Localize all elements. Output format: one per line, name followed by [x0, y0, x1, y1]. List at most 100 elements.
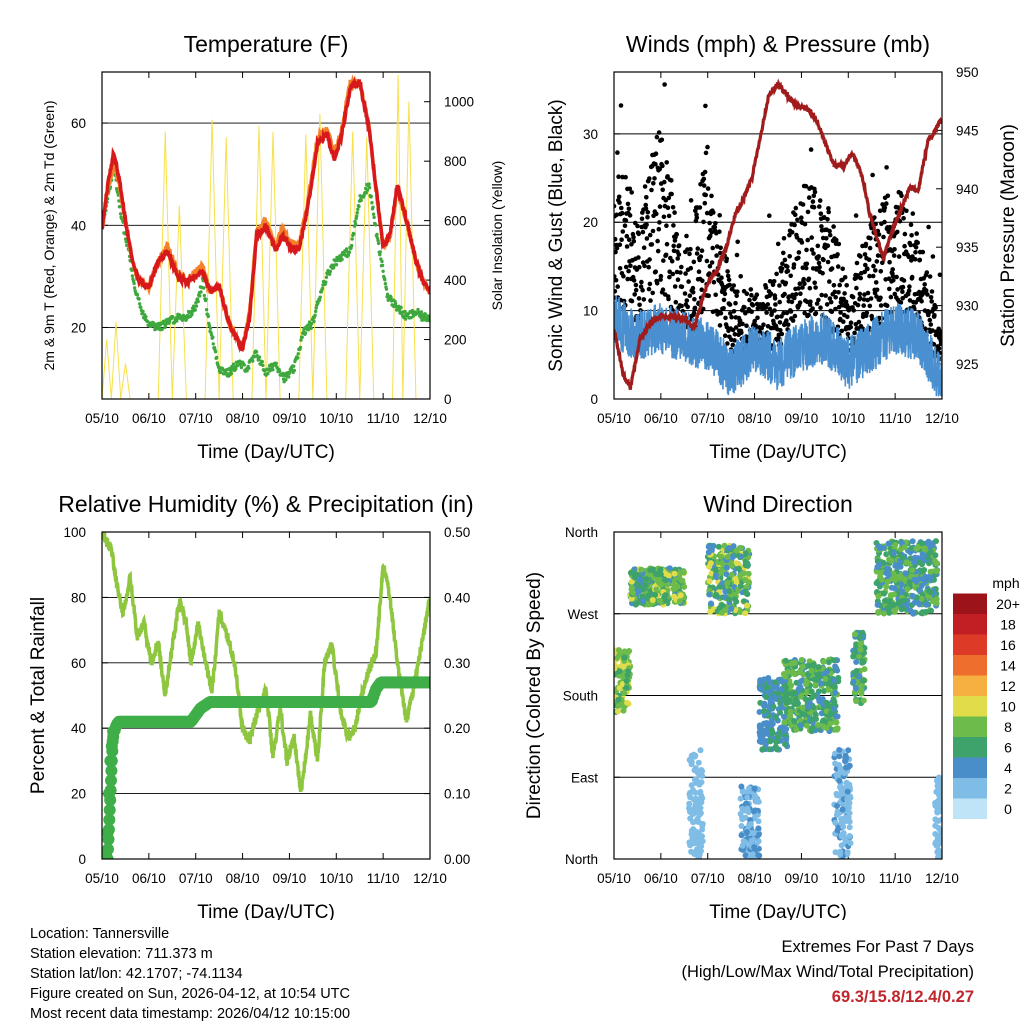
direction-point: [671, 570, 678, 577]
gust-point: [867, 273, 872, 279]
gust-point: [827, 279, 832, 284]
gust-point: [687, 293, 693, 299]
gust-point: [792, 222, 797, 228]
gust-point: [789, 299, 795, 305]
direction-point: [737, 795, 744, 802]
y2-tick-label: 800: [444, 154, 467, 169]
speed-colorbar: mph 0 2 4 6 8 10 12 14 16 18 20+: [953, 575, 1020, 819]
gust-point: [684, 298, 690, 303]
dewpoint-point: [132, 286, 137, 290]
dewpoint-point: [271, 368, 275, 372]
direction-point: [782, 657, 789, 664]
direction-point: [884, 605, 891, 611]
gust-point: [820, 270, 825, 276]
gust-point: [754, 292, 760, 298]
precip-point: [105, 754, 118, 767]
direction-point: [699, 795, 706, 802]
direction-point: [918, 582, 925, 589]
gust-point: [662, 82, 667, 87]
dewpoint-point: [160, 327, 164, 331]
direction-point: [638, 566, 645, 573]
dewpoint-point: [309, 326, 313, 330]
y2-tick-label: 0: [444, 392, 452, 407]
direction-point: [629, 569, 636, 576]
gust-point: [812, 189, 818, 195]
direction-point: [902, 570, 909, 577]
gust-point: [909, 233, 914, 238]
gust-point: [929, 299, 934, 304]
direction-point: [927, 573, 934, 580]
gust-point: [660, 287, 666, 293]
direction-point: [775, 734, 781, 741]
direction-point: [737, 810, 744, 817]
panel-1: Temperature (F) Time (Day/UTC) 05/10 06/10 0…: [41, 31, 505, 463]
direction-point: [738, 783, 745, 790]
dewpoint-point: [298, 345, 303, 350]
dewpoint-point: [257, 358, 261, 362]
y-tick-label: 40: [71, 721, 86, 736]
dewpoint-point: [357, 204, 361, 209]
gust-point: [833, 295, 838, 300]
gust-point: [761, 322, 766, 328]
colorbar-swatch: [953, 798, 987, 819]
direction-point: [806, 658, 813, 665]
precip-point: [107, 725, 120, 738]
direction-point: [916, 601, 923, 608]
direction-point: [791, 659, 798, 666]
gust-point: [629, 298, 635, 304]
gust-point: [837, 282, 842, 288]
y2-tick-label: 600: [444, 214, 467, 229]
gust-point: [619, 210, 625, 216]
gust-point: [645, 210, 651, 215]
direction-point: [621, 690, 628, 696]
gust-point: [639, 279, 644, 285]
gust-point: [844, 283, 849, 288]
dewpoint-point: [239, 365, 244, 370]
dewpoint-point: [196, 299, 200, 304]
direction-point: [840, 823, 847, 830]
direction-point: [643, 576, 650, 583]
x-tick-label: 12/10: [413, 871, 447, 886]
direction-point: [719, 560, 726, 567]
x-tick-label: 10/10: [831, 411, 865, 426]
direction-point: [712, 567, 719, 574]
gust-point: [871, 263, 876, 269]
gust-point: [824, 302, 830, 307]
gust-point: [637, 264, 642, 270]
gust-point: [646, 264, 651, 270]
y-tick-label: West: [567, 607, 598, 622]
direction-point: [857, 646, 864, 653]
direction-point: [884, 578, 891, 585]
gust-point: [667, 274, 672, 280]
y-tick-label: 60: [71, 116, 86, 131]
direction-point: [861, 666, 868, 673]
direction-point: [852, 685, 859, 692]
y2-tick-label: 0.00: [444, 852, 470, 867]
dewpoint-point: [389, 295, 393, 300]
gust-point: [868, 296, 874, 301]
gust-point: [807, 285, 813, 291]
gust-point: [876, 232, 882, 237]
gust-point: [812, 280, 817, 286]
dewpoint-point: [204, 297, 208, 301]
gust-point: [637, 302, 642, 308]
direction-point: [755, 831, 762, 838]
gust-point: [619, 205, 624, 211]
direction-point: [739, 842, 746, 849]
direction-point: [781, 695, 788, 702]
direction-point: [810, 704, 817, 711]
direction-point: [692, 795, 699, 802]
gust-point: [729, 314, 734, 320]
direction-point: [833, 790, 840, 797]
direction-point: [706, 591, 713, 598]
dewpoint-point: [352, 232, 356, 236]
y2-tick-label: 950: [956, 65, 979, 80]
x-tick-label: 08/10: [738, 411, 772, 426]
direction-point: [697, 788, 704, 795]
direction-point: [834, 713, 841, 720]
gust-point: [726, 277, 732, 283]
colorbar-swatch: [953, 757, 987, 778]
gust-point: [819, 224, 824, 229]
direction-point: [881, 597, 888, 604]
dewpoint-point: [167, 319, 172, 324]
